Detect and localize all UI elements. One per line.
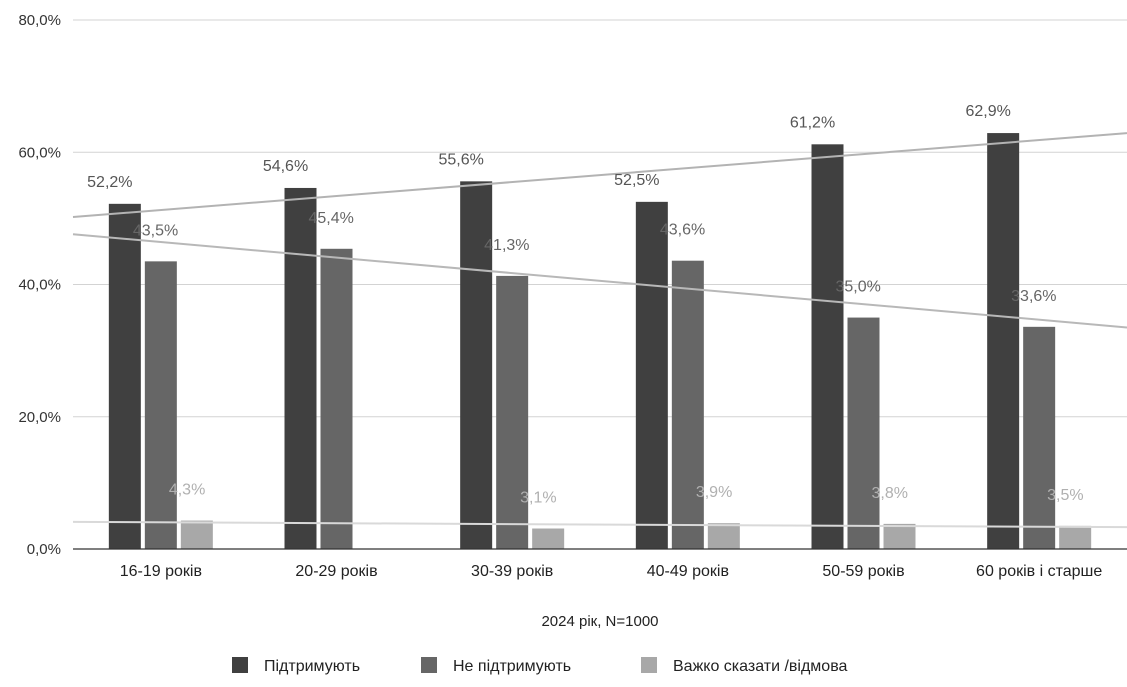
- data-label: 3,9%: [696, 484, 732, 501]
- data-label: 45,4%: [309, 210, 354, 227]
- bar: [811, 144, 844, 549]
- bar: [883, 523, 916, 549]
- bar: [1023, 326, 1056, 549]
- data-label: 55,6%: [438, 151, 483, 168]
- legend-label: Важко сказати /відмова: [673, 658, 848, 675]
- gridlines: [73, 19, 1127, 418]
- bar: [460, 181, 493, 549]
- y-tick-label: 80,0%: [18, 12, 61, 29]
- x-tick-label: 16-19 років: [120, 563, 202, 580]
- trendlines: [72, 132, 1127, 529]
- bar: [707, 523, 740, 549]
- x-tick-label: 40-49 років: [647, 563, 729, 580]
- x-axis-category-labels: 16-19 років 20-29 років 30-39 років 40-49 р…: [120, 563, 1103, 580]
- x-tick-label: 20-29 років: [295, 563, 377, 580]
- y-axis-tick-labels: 0,0% 20,0% 40,0% 60,0% 80,0%: [18, 12, 61, 558]
- data-label: 3,8%: [872, 485, 908, 502]
- data-label: 4,3%: [169, 482, 205, 499]
- bar: [284, 187, 317, 549]
- bar: [635, 201, 668, 549]
- data-label: 35,0%: [836, 279, 881, 296]
- data-label: 52,5%: [614, 172, 659, 189]
- trendline: [72, 132, 1127, 219]
- data-label: 61,2%: [790, 114, 835, 131]
- bar: [496, 275, 529, 549]
- legend: Підтримують Не підтримують Важко сказати /…: [232, 657, 848, 675]
- bar: [847, 317, 880, 549]
- data-labels: 52,2% 43,5% 4,3% 54,6% 45,4% 55,6% 41,3% 3,1% 52…: [87, 103, 1083, 506]
- x-tick-label: 50-59 років: [822, 563, 904, 580]
- x-tick-label: 30-39 років: [471, 563, 553, 580]
- bar: [180, 520, 213, 549]
- bar: [320, 248, 353, 550]
- legend-swatch: [232, 657, 248, 673]
- bar: [532, 528, 565, 549]
- data-label: 54,6%: [263, 158, 308, 175]
- data-label: 41,3%: [484, 237, 529, 254]
- legend-swatch: [421, 657, 437, 673]
- x-axis-title: 2024 рік, N=1000: [541, 613, 658, 630]
- trendline: [72, 520, 1127, 529]
- trendline: [72, 233, 1127, 329]
- bar: [1059, 525, 1092, 549]
- data-label: 3,5%: [1047, 487, 1083, 504]
- bar: [108, 203, 141, 549]
- legend-swatch: [641, 657, 657, 673]
- data-label: 43,6%: [660, 222, 705, 239]
- y-tick-label: 20,0%: [18, 409, 61, 426]
- legend-label: Підтримують: [264, 658, 360, 675]
- data-label: 3,1%: [520, 490, 556, 507]
- y-tick-label: 0,0%: [27, 541, 61, 558]
- bar: [671, 260, 704, 549]
- bar: [987, 133, 1020, 550]
- data-label: 62,9%: [965, 103, 1010, 120]
- data-label: 52,2%: [87, 174, 132, 191]
- data-label: 33,6%: [1011, 288, 1056, 305]
- legend-label: Не підтримують: [453, 658, 571, 675]
- bar: [144, 261, 177, 549]
- y-tick-label: 40,0%: [18, 277, 61, 294]
- data-label: 43,5%: [133, 222, 178, 239]
- y-tick-label: 60,0%: [18, 144, 61, 161]
- x-tick-label: 60 років і старше: [976, 563, 1102, 580]
- bars: [108, 133, 1092, 550]
